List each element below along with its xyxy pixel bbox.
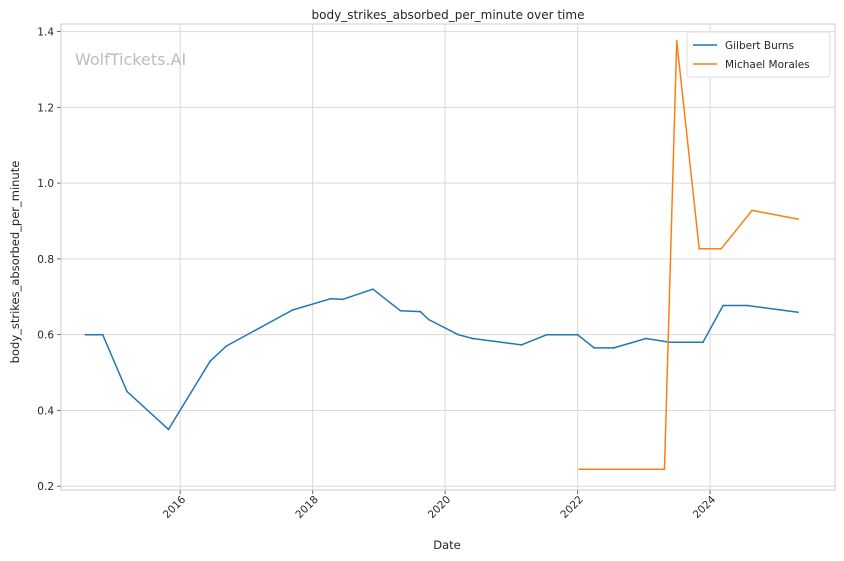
data-point-gilbert-burns — [593, 347, 596, 349]
data-point-gilbert-burns — [722, 304, 725, 307]
legend-label-gilbert-burns: Gilbert Burns — [725, 40, 794, 52]
legend-label-michael-morales: Michael Morales — [725, 59, 810, 71]
data-point-gilbert-burns — [372, 288, 374, 291]
data-point-gilbert-burns — [613, 347, 615, 349]
y-tick-label: 0.2 — [37, 481, 54, 493]
legend-box — [686, 31, 831, 78]
data-point-michael-morales — [675, 40, 678, 42]
data-point-gilbert-burns — [702, 341, 704, 344]
data-point-michael-morales — [698, 247, 701, 250]
data-point-gilbert-burns — [797, 311, 799, 314]
watermark: WolfTickets.AI — [75, 50, 186, 69]
plot-frame — [60, 23, 836, 491]
data-point-gilbert-burns — [329, 297, 332, 300]
x-axis-label: Date — [433, 538, 461, 552]
series-layer — [84, 40, 799, 471]
data-point-gilbert-burns — [457, 333, 460, 336]
plot-area — [61, 24, 835, 490]
y-tick-label: 0.4 — [37, 405, 54, 417]
data-point-gilbert-burns — [576, 333, 579, 336]
data-point-michael-morales — [578, 468, 581, 471]
data-point-michael-morales — [797, 218, 799, 221]
data-point-gilbert-burns — [291, 309, 294, 311]
data-point-gilbert-burns — [341, 298, 344, 301]
data-point-gilbert-burns — [545, 333, 548, 336]
data-point-gilbert-burns — [668, 341, 671, 344]
data-point-gilbert-burns — [101, 333, 104, 336]
y-tick-label: 1.2 — [37, 102, 54, 114]
data-point-gilbert-burns — [167, 428, 170, 431]
data-point-gilbert-burns — [471, 337, 474, 340]
data-point-gilbert-burns — [427, 318, 430, 321]
y-tick-labels: 0.2 0.4 0.6 0.8 1.0 1.2 1.4 — [37, 27, 54, 494]
series-line-gilbert-burns — [85, 288, 799, 431]
data-point-gilbert-burns — [419, 310, 422, 313]
chart-title: body_strikes_absorbed_per_minute over ti… — [312, 8, 585, 22]
data-point-gilbert-burns — [225, 345, 228, 347]
data-point-michael-morales — [720, 247, 723, 250]
data-point-gilbert-burns — [520, 343, 523, 346]
data-point-gilbert-burns — [745, 304, 748, 307]
data-point-michael-morales — [663, 468, 666, 471]
data-point-gilbert-burns — [645, 337, 647, 340]
y-tick-label: 0.8 — [37, 254, 54, 266]
y-tick-label: 1.4 — [37, 27, 54, 39]
y-tick-label: 1.0 — [37, 178, 54, 190]
data-point-gilbert-burns — [84, 333, 87, 336]
y-tick-label: 0.6 — [37, 330, 54, 342]
data-point-gilbert-burns — [126, 390, 128, 393]
legend: Gilbert Burns Michael Morales — [686, 31, 831, 78]
data-point-gilbert-burns — [209, 360, 211, 363]
data-point-michael-morales — [751, 209, 754, 212]
y-axis-label: body_strikes_absorbed_per_minute — [8, 161, 22, 364]
data-point-gilbert-burns — [399, 309, 402, 312]
grid — [57, 24, 835, 494]
